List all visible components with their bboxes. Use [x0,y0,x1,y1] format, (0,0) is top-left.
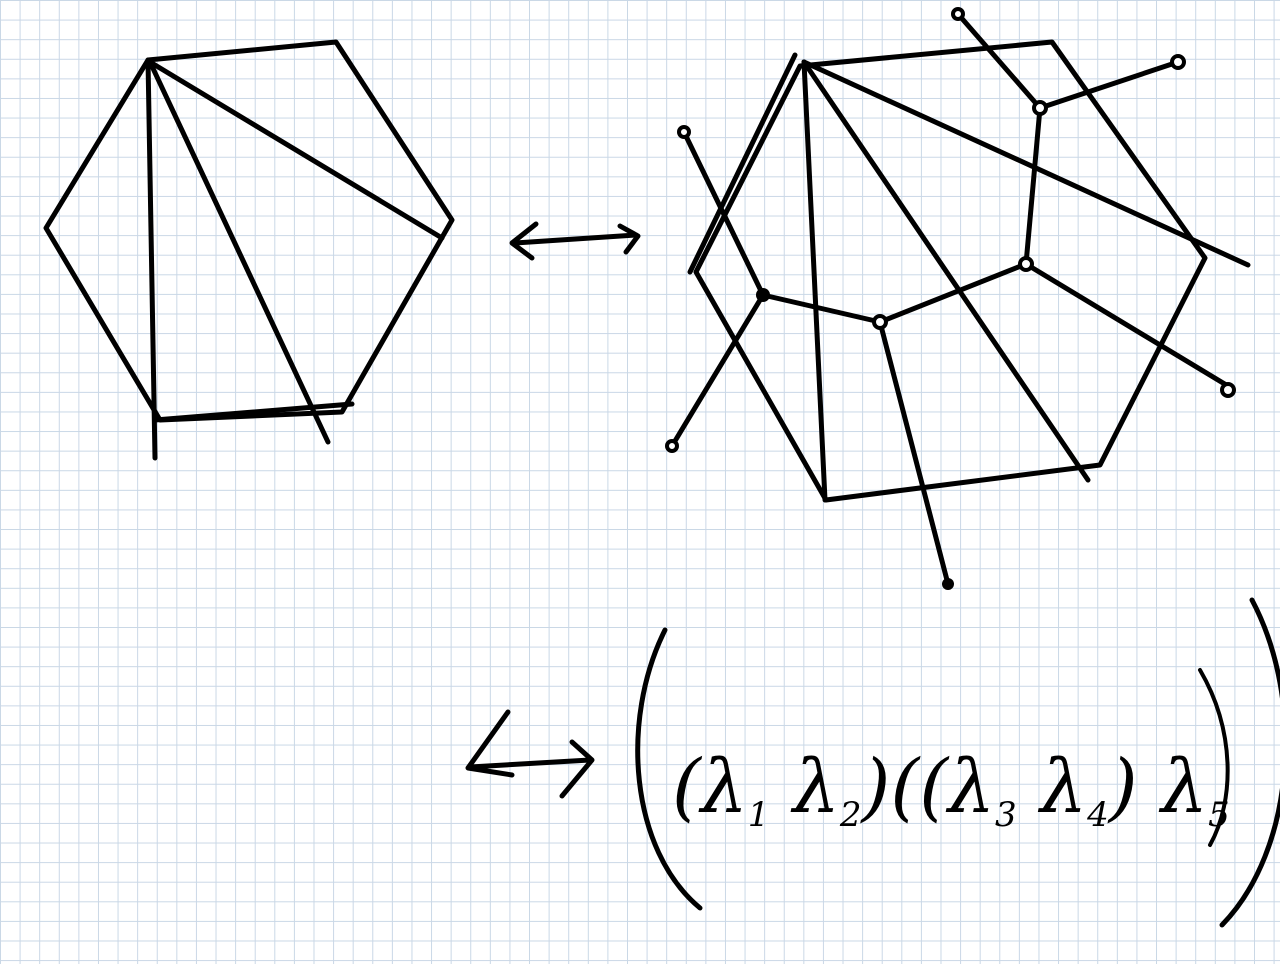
tree-internal-node [1018,256,1034,272]
tree-leaf [1220,382,1236,398]
tree-edge [877,319,951,587]
diagonal-edge [145,57,158,461]
double-arrow-1 [509,221,641,261]
tree-edge [760,292,883,325]
bracketing-part: (λ [919,744,995,830]
tree-internal-node [872,314,888,330]
tree-leaf [942,578,954,590]
tree-leaf [1170,54,1186,70]
bracketing-part: ) [860,744,891,830]
bracketing-subscript: 5 [1208,795,1230,835]
double-arrow-2 [465,709,595,799]
tree-edge [955,11,1043,111]
tree-leaf [677,125,691,139]
diagonal-edge [147,59,331,445]
tree-leaf [665,439,679,453]
diagonal-edge [147,59,445,241]
inner-right-paren [1198,668,1230,847]
edge-overshoot [152,401,355,423]
tree-internal-node [756,288,770,302]
outer-left-paren [635,627,703,911]
bracketing-part: λ [1017,744,1087,830]
hexagon-outline-2 [693,39,1208,503]
bracketing-part: (λ [672,744,748,830]
tree-edge [1037,59,1181,111]
tree-edge [1023,105,1043,267]
bracketing-part: ( [890,744,921,830]
diagonal-edge [801,59,1091,483]
bracketing-subscript: 4 [1086,795,1109,835]
tree-edge [1023,261,1231,389]
hexagon-outline [43,39,455,423]
bracketing-part: λ [769,744,839,830]
diagonal-edge [801,59,828,503]
tree-internal-node [1032,100,1048,116]
hexagon-with-dual-tree [665,7,1251,590]
bracketing-part: λ [1138,744,1208,830]
tree-edge [877,261,1029,325]
bracketing-subscript: 1 [748,795,770,835]
tree-leaf [951,7,965,21]
bracketing-subscript: 2 [839,795,862,835]
edge-overshoot [687,52,798,275]
bracketing-subscript: 3 [995,795,1017,835]
outer-right-paren [1219,597,1280,928]
bracketing-expression: ((λ1 λ2)((λ3 λ4) λ5)) [672,744,1230,835]
tree-edge [669,292,766,449]
tree-edge [681,129,766,298]
bijection-arrow-label: ⟷ [0,0,2,1]
diagonal-edge [801,59,1251,268]
triangulated-hexagon [43,39,455,461]
bracketing-part: ) [1107,744,1138,830]
